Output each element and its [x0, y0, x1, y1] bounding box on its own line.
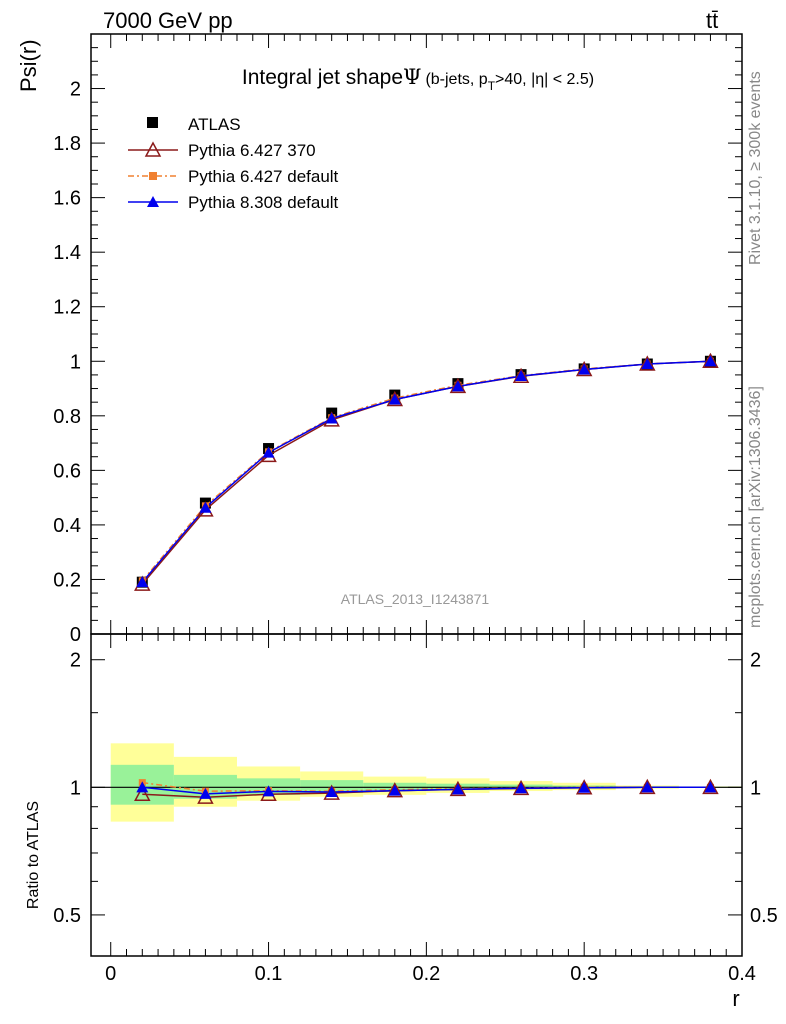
ratio-pythia8-default-point [641, 781, 654, 793]
pythia8-default-point [262, 446, 275, 458]
analysis-watermark: ATLAS_2013_I1243871 [341, 591, 490, 607]
ratio-pythia6-370-point [386, 782, 404, 798]
legend-marker-pythia6-default [149, 172, 157, 180]
x-tick-label: 0.3 [570, 963, 598, 985]
ratio-pythia8-default-point [325, 785, 338, 797]
ratio-pythia6-370-point [702, 778, 719, 795]
ratio-pythia6-370-point [449, 780, 467, 797]
pythia6-370-point [449, 377, 467, 394]
ratio-pythia8-default-point [451, 783, 464, 795]
legend-entry-pythia6-default: Pythia 6.427 default [128, 167, 339, 186]
pythia8-default-point [199, 501, 212, 513]
pythia6-370-line [141, 360, 711, 585]
pythia8-default-point [325, 412, 338, 424]
x-tick-label: 0 [105, 963, 116, 985]
main-y-tick-label: 1.4 [53, 242, 81, 264]
ratio-pythia6-370-point [134, 785, 151, 802]
header-energy-label: 7000 GeV pp [103, 8, 233, 33]
main-plot: 0 0.2 0.4 0.6 0.8 1 1.2 1.4 1.6 1.8 2 Integral jet… [16, 33, 743, 646]
pythia6-370-point [575, 360, 593, 377]
legend-entry-atlas: ATLAS [147, 115, 241, 134]
main-y-tick-label: 1 [70, 351, 81, 373]
legend-label-pythia6-370: Pythia 6.427 370 [188, 141, 316, 160]
header-process-label: tt̄ [706, 8, 718, 33]
ratio-pythia8-default-point [199, 787, 212, 799]
pythia8-default-point [578, 363, 591, 375]
main-y-tick-label: 2 [70, 79, 81, 101]
ratio-y-tick-label: 1 [70, 777, 81, 799]
ratio-pythia6-370-point [639, 778, 656, 795]
chart-title: Integral jet shapeΨ (b-jets, pT>40, |η| <… [242, 65, 594, 93]
pythia6-370-point [702, 352, 719, 369]
pythia8-default-line [141, 360, 711, 583]
legend-marker-pythia6-370 [144, 141, 162, 157]
ratio-plot-frame [90, 633, 743, 957]
pythia8-default-point [515, 370, 528, 381]
legend-label-pythia8-default: Pythia 8.308 default [188, 193, 339, 212]
main-y-axis-label: Psi(r) [16, 39, 41, 92]
main-y-tick-label: 1.2 [53, 297, 81, 319]
ratio-pythia8-default-point [388, 784, 401, 796]
main-y-tick-label: 1.6 [53, 188, 81, 210]
ratio-y-axis-label: Ratio to ATLAS [25, 801, 42, 909]
legend-marker-atlas [147, 117, 158, 128]
side-label-mcplots: mcplots.cern.ch [arXiv:1306.3436] [747, 386, 764, 628]
pythia8-default-point [451, 380, 464, 392]
pythia8-default-point [388, 393, 401, 405]
main-y-tick-label: 0 [70, 624, 81, 646]
ratio-plot: 0.5 0.5 1 1 2 2 0 0.1 0.2 0.3 0.4 Ratio to ATLAS r [25, 633, 778, 1011]
ratio-pythia8-default-point [262, 785, 275, 797]
legend: ATLAS Pythia 6.427 370 Pythia 6.427 defa… [128, 115, 339, 212]
ratio-y-tick-label-right: 0.5 [750, 905, 778, 927]
ratio-y-tick-label: 0.5 [53, 905, 81, 927]
x-tick-label: 0.1 [255, 963, 283, 985]
pythia8-default-point [641, 358, 654, 369]
legend-entry-pythia6-370: Pythia 6.427 370 [128, 141, 316, 160]
chart-title-cut-sub: T [488, 79, 496, 93]
ratio-pythia6-default-line [142, 781, 711, 792]
pythia8-default-point [136, 576, 149, 588]
ratio-pythia6-370-point [512, 779, 530, 796]
ratio-pythia8-default-point [136, 781, 149, 793]
chart-title-symbol: Ψ [403, 65, 421, 89]
ratio-pythia6-370-point [575, 779, 593, 795]
x-tick-label: 0.2 [412, 963, 440, 985]
ratio-pythia8-default-point [704, 781, 717, 793]
main-y-tick-label: 0.2 [53, 569, 81, 591]
pythia8-default-point [704, 355, 717, 367]
legend-marker-pythia8-default [147, 196, 159, 207]
main-y-tick-label: 1.8 [53, 133, 81, 155]
x-tick-label: 0.4 [728, 963, 756, 985]
pythia6-370-point [512, 367, 530, 384]
chart-title-main: Integral jet shape [242, 66, 403, 89]
chart-title-cut-suffix: >40, |η| < 2.5) [495, 71, 594, 88]
ratio-y-tick-label: 2 [70, 650, 81, 672]
ratio-pythia8-default-point [578, 781, 591, 793]
ratio-pythia8-default-line [142, 786, 711, 795]
x-axis-label: r [732, 986, 739, 1011]
ratio-y-tick-label-right: 1 [750, 777, 761, 799]
main-y-tick-label: 0.6 [53, 460, 81, 482]
main-y-tick-label: 0.4 [53, 515, 81, 537]
ratio-y-tick-label-right: 2 [750, 650, 761, 672]
chart-title-cut-prefix: (b-jets, p [425, 71, 487, 88]
legend-entry-pythia8-default: Pythia 8.308 default [128, 193, 339, 212]
pythia6-370-point [386, 390, 404, 407]
main-y-tick-label: 0.8 [53, 406, 81, 428]
legend-label-atlas: ATLAS [188, 115, 241, 134]
ratio-pythia8-default-point [515, 782, 528, 794]
pythia6-default-line [141, 360, 711, 582]
side-label-rivet: Rivet 3.1.10, ≥ 300k events [747, 71, 764, 265]
pythia6-370-point [639, 355, 656, 371]
legend-label-pythia6-default: Pythia 6.427 default [188, 167, 339, 186]
